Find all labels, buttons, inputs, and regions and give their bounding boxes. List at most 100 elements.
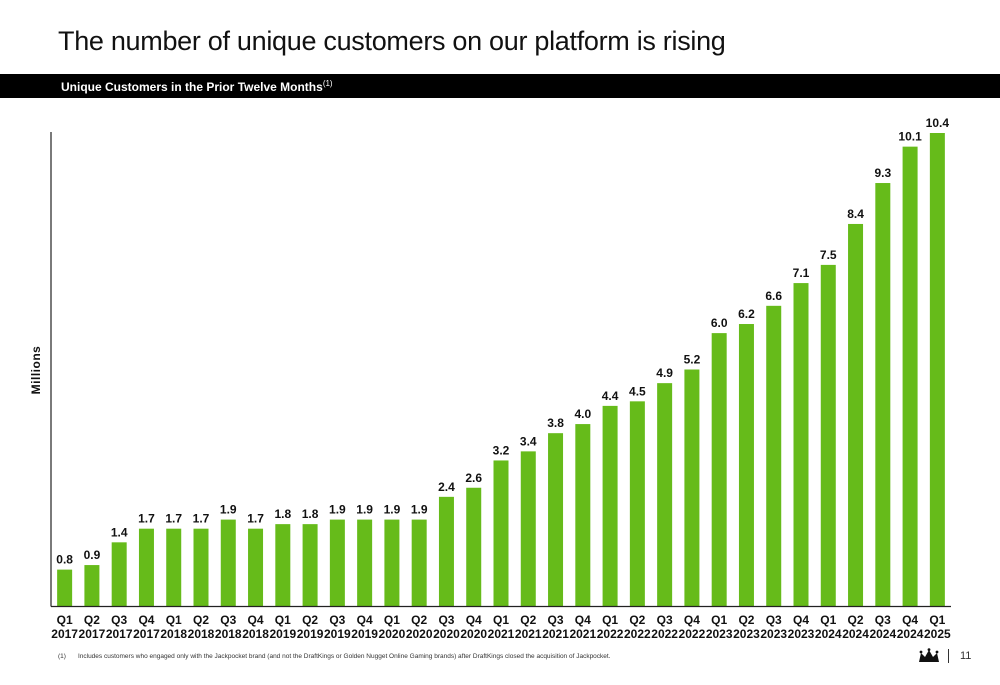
- x-tick-label-year: 2024: [842, 627, 869, 641]
- x-tick-label-quarter: Q1: [602, 613, 618, 627]
- data-label: 4.9: [656, 366, 673, 380]
- data-label: 6.6: [765, 289, 782, 303]
- x-tick-label-quarter: Q2: [411, 613, 427, 627]
- data-label: 4.4: [602, 389, 619, 403]
- footnote-text: Includes customers who engaged only with…: [77, 653, 611, 660]
- bar-chart: 0.8Q120170.9Q220171.4Q320171.7Q420171.7Q…: [50, 116, 951, 641]
- footnote-marker: (1): [322, 79, 333, 88]
- x-tick-label-quarter: Q2: [520, 613, 536, 627]
- x-tick-label-quarter: Q4: [684, 613, 700, 627]
- bar: [520, 451, 536, 606]
- x-tick-label-year: 2025: [924, 627, 951, 641]
- x-tick-label-quarter: Q3: [220, 613, 236, 627]
- data-label: 6.2: [738, 307, 755, 321]
- x-tick-label-year: 2022: [624, 627, 651, 641]
- bar: [602, 405, 618, 606]
- x-tick-label-year: 2022: [597, 627, 624, 641]
- page-number: 11: [960, 650, 972, 662]
- x-tick-label-quarter: Q1: [384, 613, 400, 627]
- chart-title-text: Unique Customers in the Prior Twelve Mon…: [61, 80, 323, 94]
- page-number-divider: [948, 649, 949, 663]
- data-label: 1.8: [274, 507, 291, 521]
- x-tick-label-quarter: Q2: [848, 613, 864, 627]
- x-tick-label-year: 2022: [651, 627, 678, 641]
- x-tick-label-year: 2017: [79, 627, 106, 641]
- x-tick-label-year: 2023: [760, 627, 787, 641]
- x-tick-label-year: 2017: [51, 627, 78, 641]
- bar: [84, 565, 100, 606]
- x-tick-label-year: 2019: [269, 627, 296, 641]
- x-tick-label-quarter: Q3: [657, 613, 673, 627]
- x-tick-label-quarter: Q2: [193, 613, 209, 627]
- x-tick-label-quarter: Q3: [548, 613, 564, 627]
- data-label: 6.0: [711, 316, 728, 330]
- x-tick-label-quarter: Q1: [275, 613, 291, 627]
- x-tick-label-quarter: Q4: [357, 613, 373, 627]
- x-tick-label-year: 2020: [379, 627, 406, 641]
- bar: [193, 528, 209, 606]
- x-tick-label-quarter: Q3: [438, 613, 454, 627]
- x-tick-label-year: 2021: [542, 627, 569, 641]
- x-tick-label-year: 2024: [869, 627, 896, 641]
- x-tick-label-year: 2020: [433, 627, 460, 641]
- x-tick-label-year: 2019: [324, 627, 351, 641]
- data-label: 8.4: [847, 207, 864, 221]
- x-tick-label-year: 2023: [706, 627, 733, 641]
- x-tick-label-quarter: Q4: [793, 613, 809, 627]
- bar: [766, 305, 782, 606]
- footnote-number: (1): [58, 653, 66, 660]
- bar: [466, 487, 482, 606]
- bar: [166, 528, 182, 606]
- x-tick-label-quarter: Q3: [111, 613, 127, 627]
- data-label: 2.6: [465, 471, 482, 485]
- bar: [738, 324, 754, 606]
- bar: [384, 519, 400, 606]
- x-tick-label-quarter: Q3: [766, 613, 782, 627]
- data-label: 1.7: [138, 512, 155, 526]
- x-tick-label-quarter: Q2: [84, 613, 100, 627]
- bar: [848, 223, 864, 606]
- bar: [493, 460, 509, 606]
- x-tick-label-year: 2021: [515, 627, 542, 641]
- bar: [711, 333, 727, 606]
- bar: [684, 369, 700, 606]
- x-tick-label-quarter: Q1: [711, 613, 727, 627]
- data-label: 1.7: [193, 512, 210, 526]
- x-tick-label-year: 2020: [460, 627, 487, 641]
- y-axis-label: Millions: [29, 345, 43, 395]
- data-label: 1.9: [220, 503, 237, 517]
- bar: [111, 542, 127, 606]
- x-tick-label-year: 2019: [351, 627, 378, 641]
- chart-title: Unique Customers in the Prior Twelve Mon…: [61, 79, 333, 94]
- bar: [220, 519, 236, 606]
- x-tick-label-quarter: Q3: [875, 613, 891, 627]
- data-label: 10.4: [926, 116, 950, 130]
- x-tick-label-year: 2022: [679, 627, 706, 641]
- x-tick-label-quarter: Q2: [302, 613, 318, 627]
- x-tick-label-quarter: Q2: [738, 613, 754, 627]
- x-tick-label-year: 2018: [242, 627, 269, 641]
- x-tick-label-quarter: Q2: [629, 613, 645, 627]
- bar: [902, 146, 918, 606]
- x-tick-label-quarter: Q1: [929, 613, 945, 627]
- data-label: 2.4: [438, 480, 455, 494]
- data-label: 4.0: [574, 407, 591, 421]
- data-label: 1.9: [329, 503, 346, 517]
- footnote: (1) Includes customers who engaged only w…: [58, 653, 611, 660]
- data-label: 1.9: [411, 503, 428, 517]
- x-tick-label-quarter: Q4: [248, 613, 264, 627]
- x-tick-label-quarter: Q4: [575, 613, 591, 627]
- x-tick-label-quarter: Q3: [329, 613, 345, 627]
- bar: [275, 524, 291, 606]
- bar: [548, 433, 564, 606]
- x-tick-label-year: 2024: [815, 627, 842, 641]
- bar: [929, 133, 945, 606]
- bar: [875, 183, 891, 606]
- data-label: 7.1: [793, 266, 810, 280]
- x-tick-label-quarter: Q1: [166, 613, 182, 627]
- bar: [411, 519, 427, 606]
- x-tick-label-year: 2018: [160, 627, 187, 641]
- x-tick-label-year: 2018: [188, 627, 215, 641]
- x-tick-label-quarter: Q1: [820, 613, 836, 627]
- chart-title-banner: Unique Customers in the Prior Twelve Mon…: [0, 74, 1000, 98]
